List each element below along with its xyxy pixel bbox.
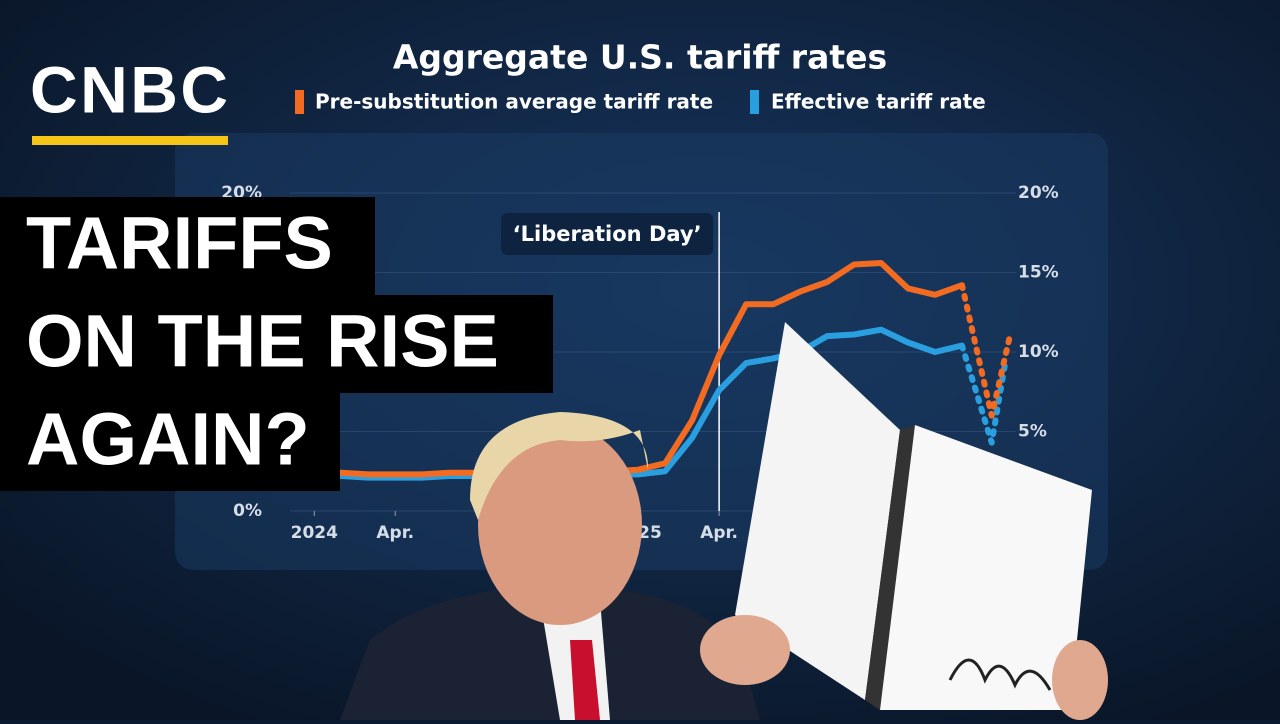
headline-box bbox=[0, 197, 375, 295]
x-tick-label: Apr. bbox=[376, 523, 414, 543]
y-tick-label: 15% bbox=[1018, 263, 1059, 283]
headline-line: ON THE RISE bbox=[26, 300, 499, 383]
headline-box bbox=[0, 295, 553, 393]
headline: TARIFFS ON THE RISE AGAIN? bbox=[0, 197, 553, 491]
y-tick-label: 10% bbox=[1018, 342, 1059, 362]
document-page bbox=[880, 425, 1092, 710]
annotation-label: ‘Liberation Day’ bbox=[513, 222, 702, 246]
document-page bbox=[735, 322, 900, 700]
x-tick-label: 2024 bbox=[291, 523, 338, 543]
y-tick-label: 5% bbox=[1018, 422, 1047, 442]
document-spine bbox=[865, 425, 915, 710]
hair bbox=[470, 412, 649, 520]
tie bbox=[570, 640, 600, 720]
legend-swatch bbox=[295, 90, 304, 114]
headline-box bbox=[0, 393, 340, 491]
legend-label: Effective tariff rate bbox=[771, 90, 986, 114]
y-tick-label: 20% bbox=[1018, 183, 1059, 203]
series-line bbox=[314, 260, 964, 478]
projected-line bbox=[959, 282, 1014, 419]
legend-swatch bbox=[750, 90, 759, 114]
headline-line: TARIFFS bbox=[26, 202, 333, 285]
face bbox=[478, 425, 642, 625]
chart-title: Aggregate U.S. tariff rates bbox=[393, 38, 887, 77]
series-line bbox=[314, 326, 963, 481]
x-tick-label: Apr. bbox=[700, 523, 738, 543]
logo-underline bbox=[32, 136, 228, 145]
hand bbox=[1052, 640, 1108, 720]
headline-line: AGAIN? bbox=[26, 398, 310, 481]
legend: Pre-substitution average tariff rate Eff… bbox=[295, 90, 986, 114]
hand bbox=[700, 615, 790, 685]
photo bbox=[340, 322, 1108, 720]
signature bbox=[948, 658, 1052, 691]
y-tick-label: 0% bbox=[233, 501, 262, 521]
annotation-box bbox=[501, 213, 714, 255]
legend-label: Pre-substitution average tariff rate bbox=[315, 90, 713, 114]
projected-line bbox=[959, 342, 1009, 446]
